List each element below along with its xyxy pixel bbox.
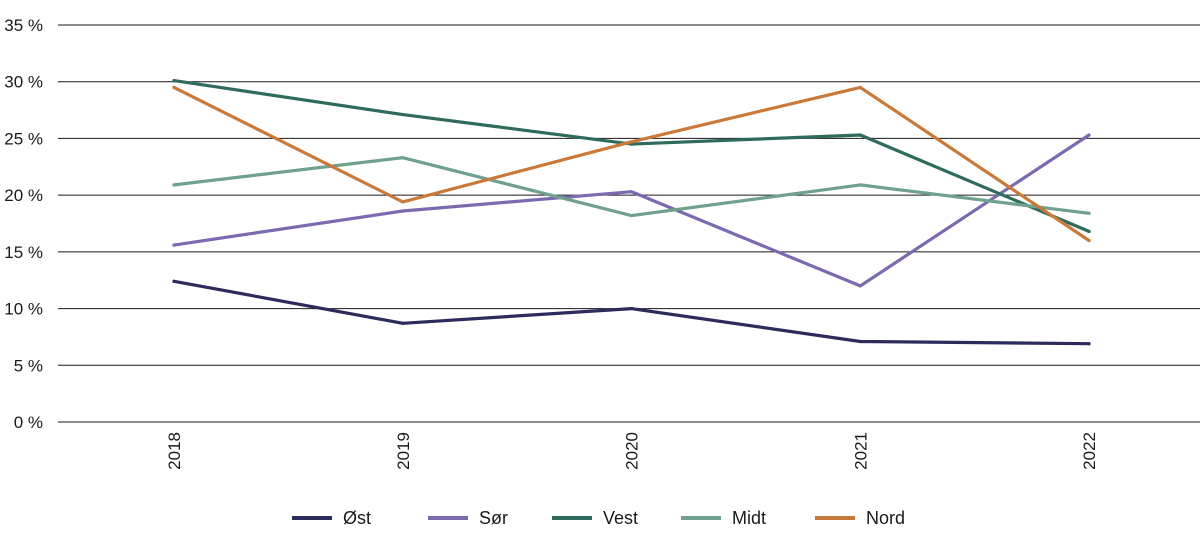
data-point <box>1087 238 1091 243</box>
data-point <box>858 284 862 288</box>
gridlines <box>58 24 1200 423</box>
data-point <box>629 213 634 218</box>
data-point <box>1087 229 1091 234</box>
data-point <box>172 183 176 187</box>
data-point <box>401 156 405 160</box>
series-line-Øst <box>172 279 1091 346</box>
y-tick-label: 35 % <box>4 16 43 35</box>
data-point <box>1087 342 1091 346</box>
data-point <box>629 140 634 144</box>
data-point <box>1087 133 1091 137</box>
legend-label: Nord <box>866 508 905 528</box>
data-point <box>858 183 862 187</box>
data-point <box>401 209 405 213</box>
y-tick-label: 15 % <box>4 243 43 262</box>
y-tick-label: 25 % <box>4 129 43 148</box>
data-point <box>172 85 176 89</box>
x-tick-label: 2022 <box>1080 432 1099 470</box>
data-point <box>858 339 862 344</box>
data-point <box>858 85 862 89</box>
data-point <box>172 78 176 83</box>
x-tick-label: 2021 <box>851 432 870 470</box>
x-axis-ticks: 2018 2019 2020 2021 2022 <box>165 432 1099 470</box>
data-point <box>401 113 405 117</box>
data-point <box>172 243 176 247</box>
legend-label: Sør <box>479 508 508 528</box>
legend-label: Vest <box>603 508 638 528</box>
x-tick-label: 2018 <box>165 432 184 470</box>
y-tick-label: 5 % <box>14 356 43 375</box>
series-lines <box>172 78 1091 346</box>
data-point <box>401 321 405 325</box>
legend-label: Midt <box>732 508 766 528</box>
data-point <box>172 279 176 283</box>
data-point <box>629 306 634 311</box>
legend: Øst Sør Vest Midt Nord <box>292 508 905 528</box>
series-line-Nord <box>172 85 1091 243</box>
y-tick-label: 10 % <box>4 300 43 319</box>
data-point <box>629 190 634 194</box>
series-line-Midt <box>172 156 1091 218</box>
y-tick-label: 20 % <box>4 186 43 205</box>
data-point <box>858 133 862 137</box>
y-axis-ticks: 0 % 5 % 10 % 15 % 20 % 25 % 30 % 35 % <box>4 16 43 432</box>
x-tick-label: 2020 <box>623 432 642 470</box>
legend-label: Øst <box>343 508 371 528</box>
y-tick-label: 0 % <box>14 413 43 432</box>
data-point <box>401 200 405 204</box>
y-tick-label: 30 % <box>4 73 43 92</box>
x-tick-label: 2019 <box>394 432 413 470</box>
data-point <box>1087 211 1091 215</box>
